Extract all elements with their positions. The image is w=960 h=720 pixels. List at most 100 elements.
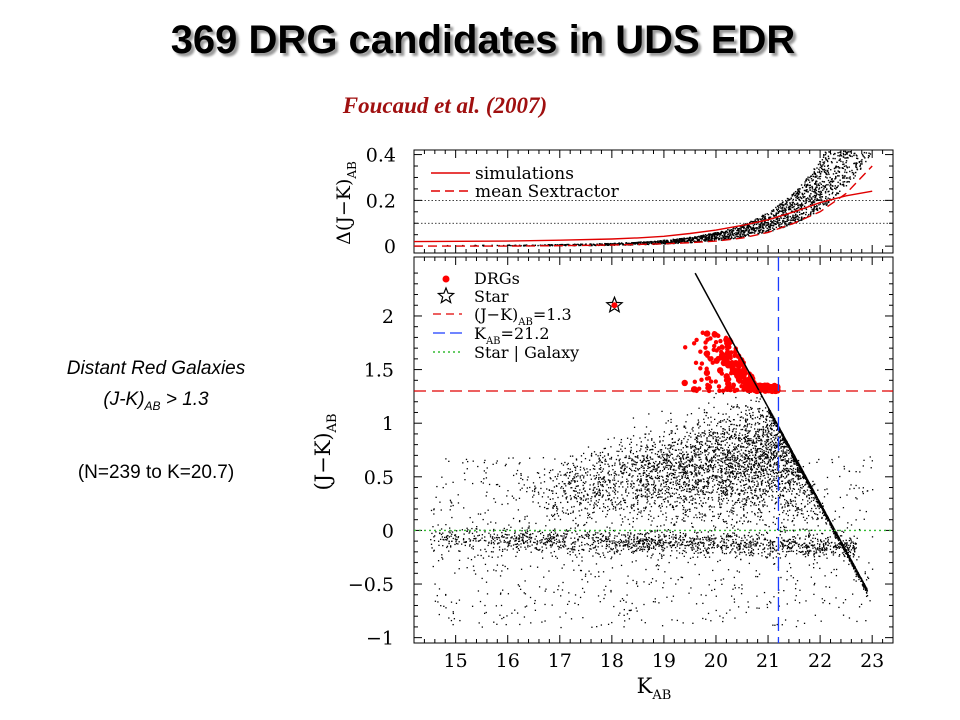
data-point <box>637 494 640 496</box>
data-point <box>737 468 740 470</box>
top-data-point <box>778 206 780 209</box>
top-data-point <box>767 224 770 226</box>
top-data-point <box>813 191 815 193</box>
top-data-point <box>715 237 717 239</box>
data-point <box>757 437 760 439</box>
top-data-point <box>788 208 791 211</box>
data-point <box>685 497 687 499</box>
data-point <box>725 421 727 423</box>
top-data-point <box>828 190 830 193</box>
data-point <box>735 522 738 524</box>
top-data-point <box>836 161 838 163</box>
top-data-point <box>727 235 729 237</box>
top-data-point <box>859 165 861 168</box>
data-point <box>741 434 744 436</box>
data-point <box>779 534 781 536</box>
data-point <box>607 498 610 501</box>
top-data-point <box>786 202 788 204</box>
data-point <box>732 406 734 409</box>
data-point <box>729 420 732 423</box>
data-point <box>690 473 693 476</box>
data-point <box>532 501 534 503</box>
data-point <box>674 432 676 435</box>
data-point <box>765 445 768 447</box>
data-point <box>804 484 806 486</box>
data-point <box>754 442 756 444</box>
top-data-point <box>622 243 624 245</box>
data-point <box>759 494 762 496</box>
data-point <box>608 498 610 500</box>
data-point <box>715 440 718 443</box>
data-point <box>596 505 598 507</box>
data-point <box>593 502 596 504</box>
top-data-point <box>777 210 780 213</box>
data-point <box>812 499 815 501</box>
data-point <box>611 504 614 506</box>
data-point <box>652 468 654 471</box>
data-point <box>641 515 643 518</box>
data-point <box>676 479 678 481</box>
top-data-point <box>679 240 681 242</box>
data-point <box>728 466 730 468</box>
top-data-point <box>802 195 804 198</box>
top-data-point <box>767 229 770 231</box>
data-point <box>697 424 699 426</box>
data-point <box>689 460 691 462</box>
top-data-point <box>839 155 841 157</box>
top-data-point <box>817 177 819 180</box>
data-point <box>553 514 555 517</box>
data-point <box>762 470 764 472</box>
data-point <box>773 507 776 510</box>
data-point <box>757 534 759 537</box>
top-data-point <box>797 192 799 195</box>
data-point <box>657 472 659 474</box>
data-point <box>706 437 708 439</box>
data-point <box>640 493 643 496</box>
data-point <box>698 459 700 461</box>
top-data-point <box>818 191 820 193</box>
data-point <box>796 493 798 495</box>
data-point <box>754 424 756 426</box>
data-point <box>773 454 775 457</box>
data-point <box>743 456 746 458</box>
top-data-point <box>823 161 826 163</box>
top-data-point <box>819 196 821 199</box>
data-point <box>773 484 776 486</box>
top-data-point <box>861 153 864 156</box>
data-point <box>669 467 672 469</box>
data-point <box>694 481 696 483</box>
top-data-point <box>814 192 816 194</box>
data-point <box>708 469 711 472</box>
data-point <box>692 430 694 432</box>
top-data-point <box>746 228 748 231</box>
data-point <box>782 475 785 478</box>
top-data-point <box>802 194 804 196</box>
top-data-point <box>827 201 830 203</box>
data-point <box>681 476 684 478</box>
top-data-point <box>737 235 739 238</box>
data-point <box>776 517 778 520</box>
top-data-point <box>829 176 831 179</box>
top-data-point <box>786 218 789 221</box>
data-point <box>766 424 768 427</box>
data-point <box>734 457 736 459</box>
data-point <box>631 476 633 478</box>
top-data-point <box>791 206 793 209</box>
data-point <box>766 471 768 473</box>
top-data-point <box>698 238 700 241</box>
top-data-point <box>554 244 557 246</box>
top-data-point <box>747 227 749 229</box>
top-data-point <box>823 154 825 157</box>
data-point <box>771 470 773 472</box>
data-point <box>743 461 746 464</box>
data-point <box>782 442 784 444</box>
top-data-point <box>853 177 855 179</box>
top-data-point <box>824 203 826 205</box>
top-data-point <box>822 202 824 205</box>
data-point <box>781 480 784 482</box>
data-point <box>700 453 702 455</box>
top-data-point <box>818 207 821 209</box>
data-point <box>636 456 639 458</box>
top-data-point <box>577 244 580 246</box>
top-data-point <box>785 202 787 205</box>
